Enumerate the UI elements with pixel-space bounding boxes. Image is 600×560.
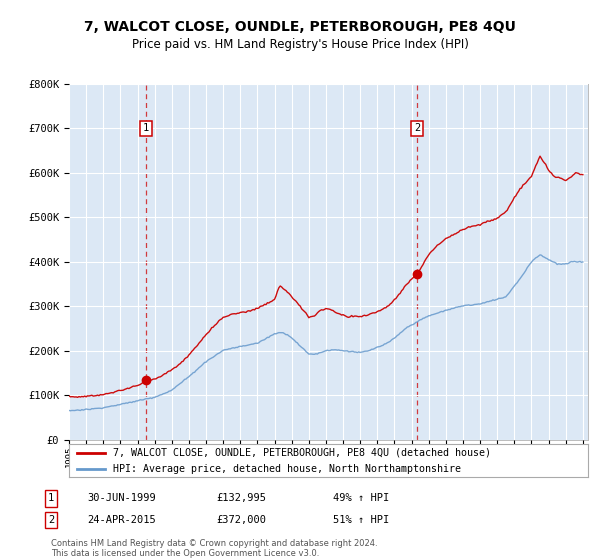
Text: 7, WALCOT CLOSE, OUNDLE, PETERBOROUGH, PE8 4QU (detached house): 7, WALCOT CLOSE, OUNDLE, PETERBOROUGH, P… <box>113 447 491 458</box>
Text: 7, WALCOT CLOSE, OUNDLE, PETERBOROUGH, PE8 4QU: 7, WALCOT CLOSE, OUNDLE, PETERBOROUGH, P… <box>84 21 516 35</box>
Text: £372,000: £372,000 <box>216 515 266 525</box>
Text: 2: 2 <box>414 123 421 133</box>
Text: 2: 2 <box>48 515 54 525</box>
Text: 30-JUN-1999: 30-JUN-1999 <box>87 493 156 503</box>
Text: Price paid vs. HM Land Registry's House Price Index (HPI): Price paid vs. HM Land Registry's House … <box>131 38 469 51</box>
Text: 49% ↑ HPI: 49% ↑ HPI <box>333 493 389 503</box>
Text: HPI: Average price, detached house, North Northamptonshire: HPI: Average price, detached house, Nort… <box>113 464 461 474</box>
Text: £132,995: £132,995 <box>216 493 266 503</box>
Text: Contains HM Land Registry data © Crown copyright and database right 2024.
This d: Contains HM Land Registry data © Crown c… <box>51 539 377 558</box>
Text: 1: 1 <box>143 123 149 133</box>
Text: 24-APR-2015: 24-APR-2015 <box>87 515 156 525</box>
Text: 51% ↑ HPI: 51% ↑ HPI <box>333 515 389 525</box>
Text: 1: 1 <box>48 493 54 503</box>
